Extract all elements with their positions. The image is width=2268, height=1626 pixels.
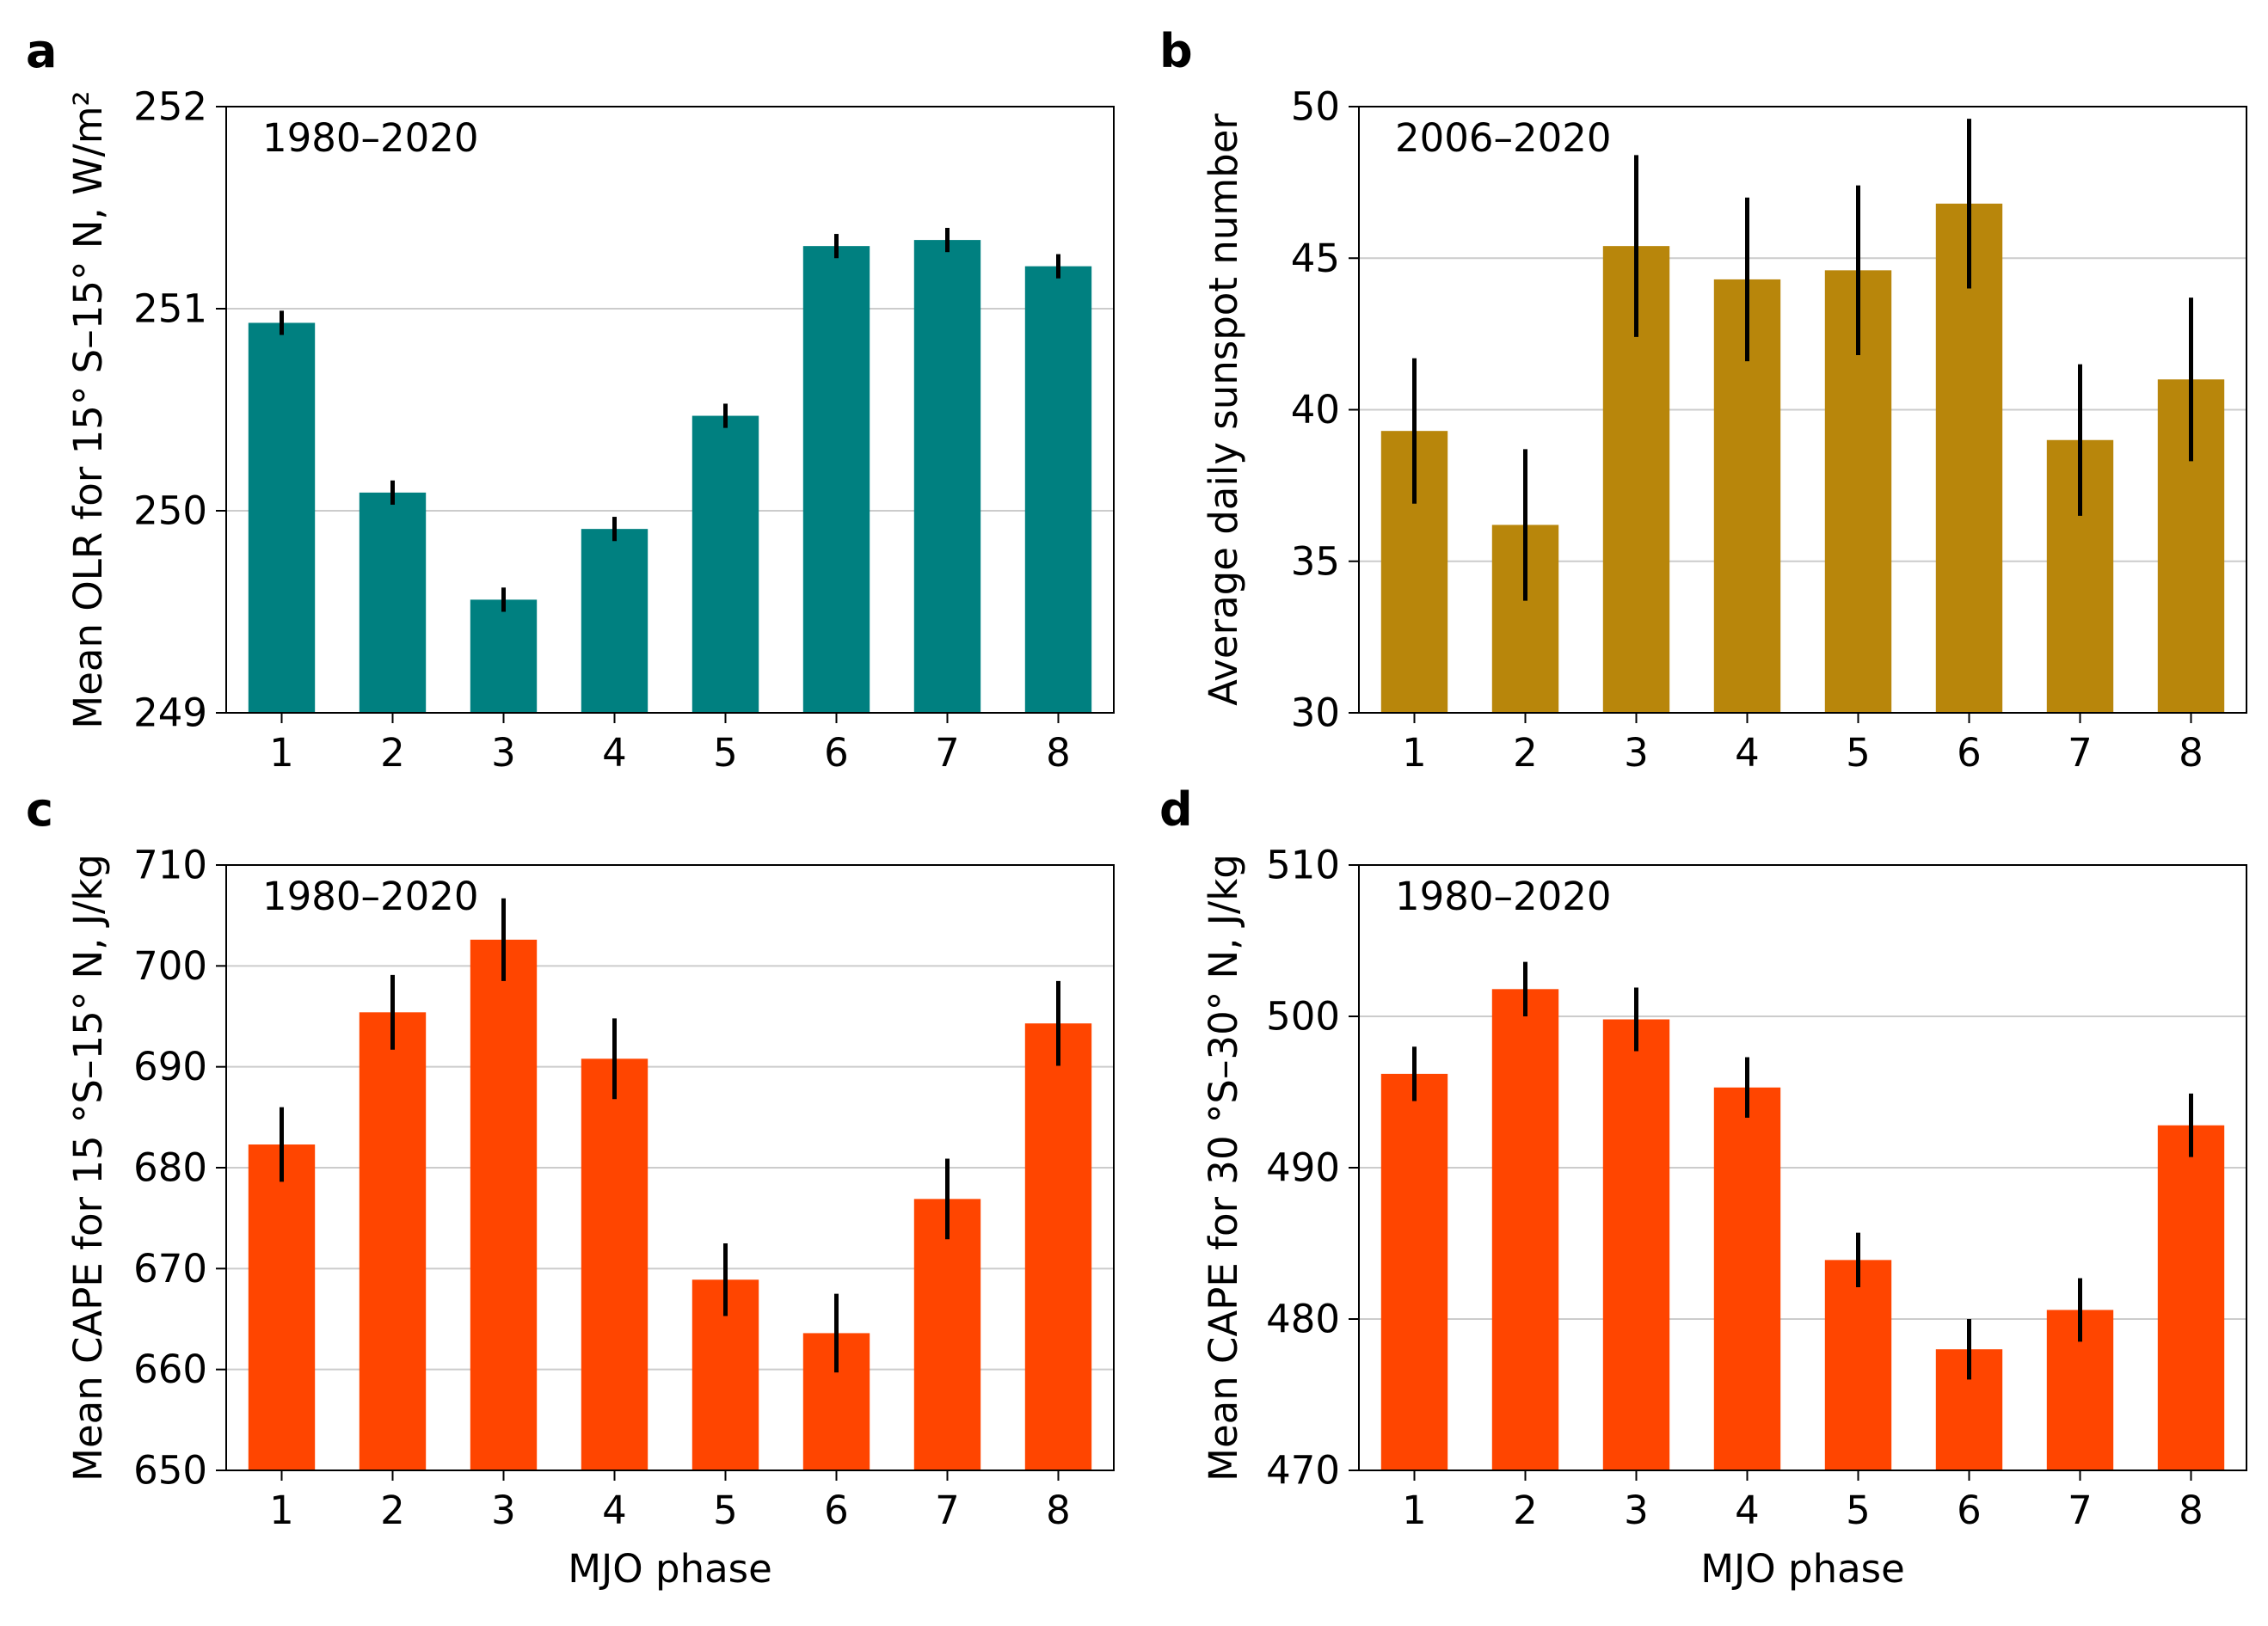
panel-d: 470 480 490 500 510 1 2 3 4 5 6 7 8 Mean CAPE for 30 …	[1159, 782, 2247, 1592]
bar	[1602, 1019, 1670, 1470]
bar	[913, 240, 981, 714]
x-tick-label: 3	[1624, 730, 1649, 776]
x-tick-label: 4	[602, 730, 627, 776]
panel-a: 249 250 251 252 1 2 3 4 5 6 7 8 Mean OLR for 15° S–1…	[26, 24, 1115, 776]
bar	[359, 492, 427, 713]
x-tick-label: 4	[602, 1488, 627, 1533]
bar	[581, 529, 648, 713]
x-tick-label: 2	[1513, 730, 1538, 776]
bar	[691, 415, 759, 713]
y-tick-label: 700	[133, 943, 207, 989]
y-tick-label: 45	[1291, 236, 1340, 281]
x-tick-label: 5	[713, 1488, 738, 1533]
y-tick-label: 690	[133, 1044, 207, 1089]
bar	[581, 1058, 648, 1470]
y-axis-label: Mean CAPE for 30 °S–30° N, J/kg	[1201, 854, 1246, 1482]
bar	[1380, 1073, 1448, 1470]
x-tick-label: 1	[269, 730, 294, 776]
panel-c: 650 660 670 680 690 700 710 1 2 3 4 5 6 7 8 Mean CAPE f…	[26, 782, 1115, 1592]
x-tick-label: 6	[1957, 1488, 1982, 1533]
x-tick-label: 3	[491, 730, 516, 776]
bar	[359, 1012, 427, 1470]
y-axis-label: Average daily sunspot number	[1201, 114, 1246, 706]
y-tick-label: 680	[133, 1145, 207, 1191]
x-tick-label: 7	[935, 1488, 960, 1533]
x-tick-label: 3	[491, 1488, 516, 1533]
period-annotation: 1980–2020	[262, 115, 479, 161]
bar	[1713, 1087, 1781, 1470]
y-tick-label: 40	[1291, 387, 1340, 433]
bar	[248, 1144, 316, 1470]
x-tick-label: 8	[1046, 730, 1071, 776]
y-axis-label: Mean OLR for 15° S–15° N, W/m²	[65, 90, 111, 728]
period-annotation: 1980–2020	[1395, 874, 1612, 919]
x-tick-label: 2	[380, 1488, 405, 1533]
x-tick-label: 6	[824, 730, 849, 776]
x-axis-label: MJO phase	[1700, 1546, 1905, 1592]
x-tick-label: 1	[1402, 730, 1427, 776]
bar	[913, 1199, 981, 1470]
bar	[470, 599, 538, 713]
x-tick-label: 1	[1402, 1488, 1427, 1533]
y-tick-label: 490	[1266, 1145, 1340, 1191]
x-tick-label: 2	[380, 730, 405, 776]
y-axis-label: Mean CAPE for 15 °S–15° N, J/kg	[65, 854, 111, 1482]
bar	[1024, 1023, 1092, 1470]
x-tick-label: 5	[1846, 730, 1871, 776]
x-tick-label: 2	[1513, 1488, 1538, 1533]
bar	[1491, 989, 1559, 1470]
y-tick-label: 35	[1291, 538, 1340, 584]
x-tick-label: 8	[2179, 1488, 2203, 1533]
x-axis-label: MJO phase	[568, 1546, 772, 1592]
period-annotation: 1980–2020	[262, 874, 479, 919]
bar	[802, 246, 870, 713]
y-tick-label: 710	[133, 843, 207, 888]
panel-letter: d	[1159, 782, 1193, 837]
y-tick-label: 510	[1266, 843, 1340, 888]
y-tick-label: 470	[1266, 1448, 1340, 1494]
y-tick-label: 251	[133, 286, 207, 332]
y-tick-label: 250	[133, 488, 207, 534]
panel-letter: c	[26, 782, 53, 837]
bar	[470, 939, 538, 1470]
y-tick-label: 252	[133, 84, 207, 130]
axes-frame	[225, 106, 1115, 714]
x-tick-label: 8	[2179, 730, 2203, 776]
bar	[1824, 1260, 1892, 1470]
x-tick-label: 5	[1846, 1488, 1871, 1533]
y-tick-label: 30	[1291, 690, 1340, 736]
y-tick-label: 249	[133, 690, 207, 736]
x-tick-label: 5	[713, 730, 738, 776]
x-tick-label: 7	[2068, 1488, 2093, 1533]
x-tick-label: 4	[1735, 730, 1760, 776]
x-tick-label: 3	[1624, 1488, 1649, 1533]
x-tick-label: 1	[269, 1488, 294, 1533]
x-tick-label: 7	[2068, 730, 2093, 776]
y-tick-label: 500	[1266, 994, 1340, 1040]
bar	[248, 322, 316, 713]
y-tick-label: 650	[133, 1448, 207, 1494]
period-annotation: 2006–2020	[1395, 115, 1612, 161]
bar	[2157, 1125, 2225, 1470]
bar	[1024, 266, 1092, 713]
y-tick-label: 670	[133, 1246, 207, 1292]
x-tick-label: 8	[1046, 1488, 1071, 1533]
panel-letter: a	[26, 24, 57, 78]
y-tick-label: 50	[1291, 84, 1340, 130]
x-tick-label: 4	[1735, 1488, 1760, 1533]
x-tick-label: 7	[935, 730, 960, 776]
y-tick-label: 480	[1266, 1297, 1340, 1342]
y-tick-label: 660	[133, 1347, 207, 1392]
x-tick-label: 6	[1957, 730, 1982, 776]
x-tick-label: 6	[824, 1488, 849, 1533]
panel-letter: b	[1159, 24, 1193, 78]
